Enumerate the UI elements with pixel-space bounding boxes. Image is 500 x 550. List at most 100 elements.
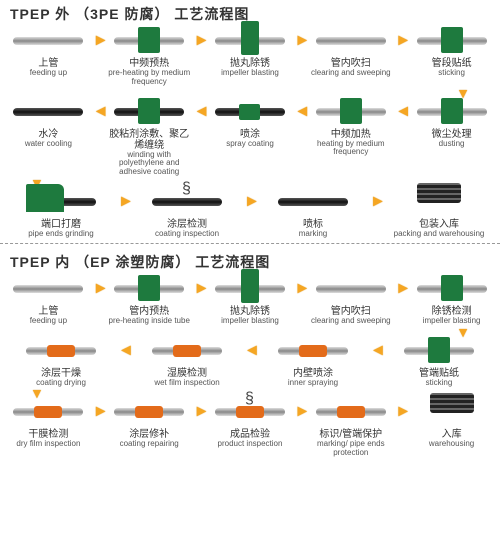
process-step: 中频预热pre-heating by medium frequency [105, 26, 194, 87]
flow-arrow: ◄ [244, 342, 256, 360]
pipe-icon [13, 37, 83, 45]
step-label-en: packing and warehousing [394, 230, 485, 239]
step-labels: 胶粘剂涂敷、聚乙烯缠绕winding with polyethylene and… [105, 129, 194, 177]
step-graphic [130, 187, 244, 217]
step-label-en: water cooling [25, 140, 72, 149]
pipe-icon [114, 408, 184, 416]
box-green-icon [441, 27, 463, 53]
section2-rows: 上管feeding up►管内预热pre-heating inside tube… [0, 274, 500, 458]
bundle-icon [417, 183, 461, 203]
box-green-icon [441, 275, 463, 301]
process-step: 喷涂spray coating [206, 97, 295, 149]
flow-arrow: ► [244, 193, 256, 211]
process-step: 管内吹扫clearing and sweeping [306, 274, 395, 326]
step-label-en: sticking [432, 69, 472, 78]
step-label-en: pipe ends grinding [28, 230, 93, 239]
step-labels: 管段贴纸sticking [432, 58, 472, 78]
step-labels: 涂层检测coating inspection [155, 219, 219, 239]
step-graphic [382, 187, 496, 217]
step-labels: 抛丸除锈impeller blasting [221, 58, 279, 78]
step-graphic [306, 397, 395, 427]
pipe-icon [13, 285, 83, 293]
step-label-en: sticking [419, 379, 459, 388]
box-green-icon [241, 269, 259, 303]
flow-arrow: ► [395, 403, 407, 421]
step-graphic [407, 274, 496, 304]
step-labels: 管内吹扫clearing and sweeping [311, 58, 391, 78]
process-row: 干膜检测dry film inspection ► 涂层修补coating repa… [0, 397, 500, 458]
step-labels: 标识/管端保护marking/ pipe ends protection [306, 429, 395, 458]
step-graphic [4, 97, 93, 127]
pipe-icon [316, 108, 386, 116]
step-label-zh: 中频加热 [306, 129, 395, 140]
pipe-icon [278, 198, 348, 206]
step-labels: 涂层修补coating repairing [120, 429, 179, 449]
pipe-icon [417, 37, 487, 45]
process-step: 水冷water cooling [4, 97, 93, 149]
flow-arrow: ► [93, 403, 105, 421]
step-labels: 管内吹扫clearing and sweeping [311, 306, 391, 326]
step-label-en: dry film inspection [16, 440, 80, 449]
step-labels: 上管feeding up [30, 306, 67, 326]
coil-icon [182, 180, 192, 200]
step-label-en: coating drying [36, 379, 86, 388]
coil-icon [245, 390, 255, 410]
process-diagram: TPEP 外 （3PE 防腐） 工艺流程图 上管feeding up►中频预热p… [0, 0, 500, 458]
step-label-en: impeller blasting [423, 317, 481, 326]
flow-arrow: ► [118, 193, 130, 211]
process-step: 湿膜检测wet film inspection [130, 336, 244, 388]
step-label-en: marking/ pipe ends protection [306, 440, 395, 458]
box-green-icon [138, 27, 160, 53]
step-label-en: feeding up [30, 317, 67, 326]
step-label-en: pre-heating inside tube [109, 317, 190, 326]
box-green-icon [428, 337, 450, 363]
step-label-en: clearing and sweeping [311, 69, 391, 78]
step-label-zh: 管端贴纸 [419, 368, 459, 379]
step-graphic [306, 274, 395, 304]
step-labels: 成品检验product inspection [218, 429, 283, 449]
process-step: 成品检验product inspection [206, 397, 295, 449]
bundle-icon [430, 393, 474, 413]
pipe-icon [114, 285, 184, 293]
flow-arrow: ◄ [370, 342, 382, 360]
pipe-icon [215, 408, 285, 416]
step-label-en: heating by medium frequency [306, 140, 395, 158]
step-label-en: pre-heating by medium frequency [105, 69, 194, 87]
flow-arrow-down: ▼ [0, 89, 500, 97]
flow-arrow: ◄ [395, 103, 407, 121]
step-labels: 中频预热pre-heating by medium frequency [105, 58, 194, 87]
step-label-en: spray coating [226, 140, 274, 149]
step-label-zh: 胶粘剂涂敷、聚乙烯缠绕 [105, 129, 194, 151]
pipe-icon [316, 37, 386, 45]
process-row: 端口打磨pipe ends grinding►涂层检测coating inspe… [0, 187, 500, 239]
flow-arrow: ► [194, 32, 206, 50]
flow-arrow: ► [294, 280, 306, 298]
flow-arrow: ◄ [294, 103, 306, 121]
process-step: 抛丸除锈impeller blasting [206, 274, 295, 326]
flow-arrow: ► [395, 280, 407, 298]
step-label-en: wet film inspection [154, 379, 219, 388]
pipe-icon [114, 37, 184, 45]
step-graphic [407, 397, 496, 427]
pipe-icon [215, 37, 285, 45]
process-step: 涂层干燥coating drying [4, 336, 118, 388]
step-label-en: dusting [432, 140, 472, 149]
pipe-icon [215, 108, 285, 116]
process-row: 涂层干燥coating drying◄湿膜检测wet film inspecti… [0, 336, 500, 388]
step-graphic [306, 26, 395, 56]
pipe-icon [13, 108, 83, 116]
flow-arrow: ◄ [194, 103, 206, 121]
process-step: 上管feeding up [4, 26, 93, 78]
flow-arrow: ► [194, 280, 206, 298]
step-label-en: inner spraying [288, 379, 338, 388]
process-step: 管端贴纸sticking [382, 336, 496, 388]
machine-green-icon [26, 184, 64, 212]
step-label-en: coating inspection [155, 230, 219, 239]
process-step: 标识/管端保护marking/ pipe ends protection [306, 397, 395, 458]
pipe-icon [13, 408, 83, 416]
box-green-icon [441, 98, 463, 124]
step-label-en: coating repairing [120, 440, 179, 449]
step-labels: 喷标marking [299, 219, 327, 239]
flow-arrow: ► [370, 193, 382, 211]
step-labels: 干膜检测dry film inspection [16, 429, 80, 449]
